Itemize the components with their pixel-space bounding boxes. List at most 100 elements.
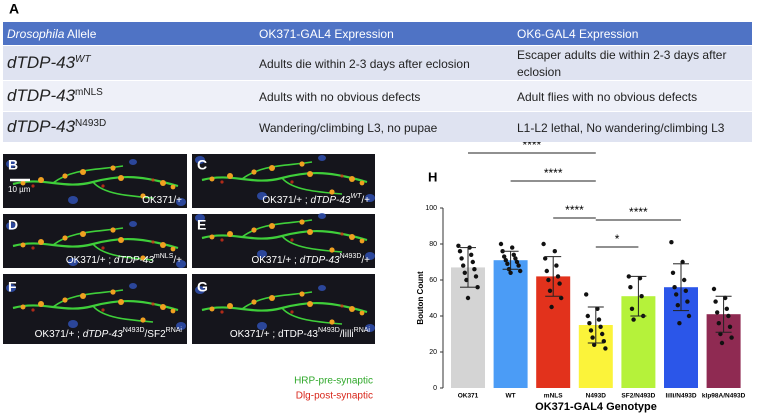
caption-gene: dTDP-43	[83, 329, 123, 340]
y-tick-label: 0	[433, 385, 437, 392]
significance-label: ****	[544, 166, 563, 180]
data-point	[724, 306, 729, 311]
data-point	[510, 245, 515, 250]
data-point	[680, 259, 685, 265]
header-text: OK6-GAL4 Expression	[517, 26, 639, 41]
data-point	[465, 295, 471, 301]
significance-label: ****	[629, 205, 648, 219]
header-cell: Drosophila Allele	[3, 22, 255, 46]
data-point	[601, 339, 606, 344]
cell-text: Adults with no obvious defects	[259, 89, 421, 104]
panel-label: H	[428, 169, 437, 184]
panel-label: B	[8, 157, 18, 173]
data-point	[672, 285, 677, 290]
data-point	[503, 258, 508, 263]
caption-text: /+	[361, 255, 370, 266]
header-text: OK371-GAL4 Expression	[259, 26, 394, 41]
data-point	[547, 288, 553, 293]
data-point	[544, 268, 549, 274]
caption-text: /SF2	[145, 329, 167, 340]
data-point	[584, 292, 589, 297]
data-point	[713, 299, 718, 304]
data-point	[552, 249, 557, 254]
data-point	[559, 295, 564, 301]
data-point	[631, 317, 636, 322]
data-point	[729, 335, 734, 340]
data-point	[513, 256, 518, 261]
data-point	[600, 331, 605, 337]
panel-d: D OK371/+ ; dTDP-43mNLS/+	[3, 214, 188, 270]
y-tick-label: 40	[429, 313, 437, 320]
data-point	[464, 277, 469, 283]
caption-sup: mNLS	[154, 253, 174, 260]
data-point	[502, 254, 507, 259]
x-axis-title: OK371-GAL4 Genotype	[535, 401, 657, 413]
caption-text: /lilli	[340, 329, 354, 340]
panel-label: C	[197, 157, 207, 173]
data-point	[475, 285, 480, 290]
panel-f: F OK371/+ ; dTDP-43N493D/SF2RNAi	[3, 274, 188, 344]
allele-table: Drosophila Allele OK371-GAL4 Expression OK…	[3, 22, 752, 142]
caption-sup: N493D	[318, 327, 340, 334]
caption-text: /+	[361, 195, 370, 206]
data-point	[711, 286, 717, 292]
data-point	[598, 324, 603, 329]
table-row: dTDP-43N493D Wandering/climbing L3, no pu…	[3, 111, 752, 142]
data-point	[457, 249, 463, 254]
caption-text: OK371/+ ;	[35, 329, 83, 340]
cell-text: Adults die within 2-3 days after eclosio…	[259, 56, 470, 71]
cell-text: Wandering/climbing L3, no pupae	[259, 120, 438, 135]
data-point	[461, 263, 466, 268]
panel-label: F	[8, 279, 17, 295]
data-point	[508, 270, 513, 275]
caption-sup: RNAi	[354, 327, 371, 334]
data-point	[685, 299, 690, 304]
x-tick-label: N493D	[586, 393, 607, 400]
data-point	[590, 335, 595, 340]
data-point	[511, 252, 516, 257]
caption-text: OK371/+ ; dTDP-43	[230, 329, 319, 340]
table-cell: L1-L2 lethal, No wandering/climbing L3	[513, 111, 752, 142]
data-point	[628, 285, 633, 290]
data-point	[469, 252, 474, 257]
data-point	[677, 321, 682, 326]
caption-text: OK371/+ ;	[66, 255, 114, 266]
data-point	[557, 281, 562, 286]
data-point	[473, 274, 479, 279]
header-text: Drosophila	[7, 26, 65, 41]
caption-gene: dTDP-43	[114, 255, 154, 266]
caption-text: OK371/+ ;	[262, 195, 310, 206]
data-point	[726, 313, 731, 319]
data-point	[541, 241, 546, 247]
table-cell: Adults with no obvious defects	[255, 80, 513, 112]
data-point	[516, 263, 521, 268]
y-tick-label: 80	[429, 241, 437, 248]
caption: OK371/+ ; dTDP-43N493D/lilliRNAi	[230, 327, 371, 340]
scale-bar-label: 10 µm	[8, 185, 31, 194]
cell-text: dTDP-43	[7, 53, 76, 72]
data-point	[719, 340, 725, 346]
data-point	[716, 321, 721, 326]
data-point	[554, 263, 559, 268]
panel-label: G	[197, 279, 208, 295]
y-axis-title: Bouton Count	[416, 271, 425, 325]
data-point	[629, 306, 635, 311]
allele-superscript: mNLS	[75, 87, 103, 98]
table-cell: Adults die within 2-3 days after eclosio…	[255, 45, 513, 81]
header-text: Allele	[64, 26, 97, 41]
data-point	[670, 270, 676, 275]
data-point	[470, 259, 475, 265]
table-row: dTDP-43mNLS Adults with no obvious defect…	[3, 80, 752, 112]
data-point	[514, 259, 520, 265]
caption-sup: N493D	[123, 327, 145, 334]
data-point	[462, 270, 467, 275]
caption-gene: dTDP-43	[310, 195, 350, 206]
data-point	[715, 310, 720, 315]
data-point	[718, 331, 723, 337]
data-point	[500, 249, 505, 254]
y-tick-label: 20	[429, 349, 437, 356]
x-tick-label: lilli/N493D	[665, 393, 696, 400]
y-tick-label: 60	[429, 277, 437, 284]
caption-text: OK371/+	[142, 195, 182, 206]
